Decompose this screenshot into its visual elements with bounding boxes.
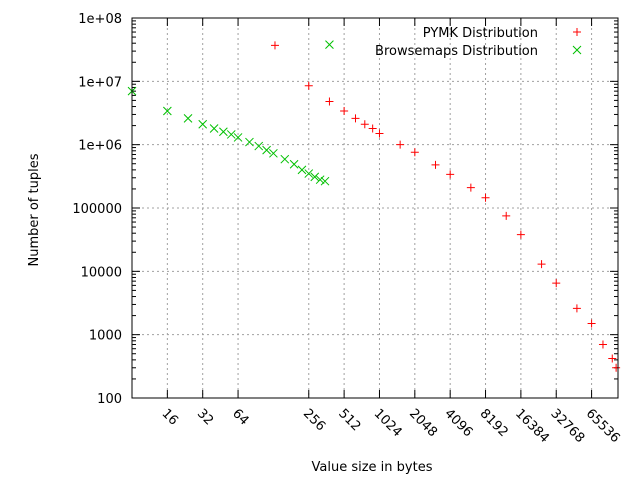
data-point (516, 230, 525, 239)
data-point (572, 304, 581, 313)
x-tick-label: 8192 (477, 406, 511, 440)
data-point (431, 160, 440, 169)
y-tick-label: 10000 (81, 265, 122, 280)
data-point (340, 107, 349, 116)
data-point (254, 141, 264, 151)
data-point (162, 106, 172, 116)
data-point (598, 340, 607, 349)
data-point (310, 172, 320, 182)
legend-marker (573, 28, 581, 36)
data-point (587, 319, 596, 328)
data-point (396, 140, 405, 149)
data-point (304, 169, 314, 178)
data-point (410, 148, 419, 157)
x-tick-label: 16 (159, 406, 181, 428)
y-tick-label: 100 (97, 392, 122, 407)
data-point (481, 193, 490, 202)
data-point (446, 170, 455, 179)
data-point (375, 129, 384, 138)
x-tick-label: 65536 (583, 406, 623, 446)
data-point (325, 97, 334, 106)
x-tick-label: 32 (194, 406, 216, 428)
x-tick-label: 256 (300, 406, 328, 434)
data-point (198, 119, 208, 129)
y-axis-ticks: 100 1000 10000 100000 1e+06 1e+07 1e+08 (72, 12, 618, 407)
data-point (209, 124, 219, 133)
series-layer (127, 40, 621, 372)
data-point (351, 114, 360, 123)
x-tick-label: 4096 (441, 406, 475, 440)
data-point (315, 175, 325, 185)
data-point (233, 133, 243, 142)
data-point (608, 354, 617, 363)
y-tick-label: 1e+07 (78, 75, 122, 90)
series-1 (270, 41, 621, 372)
data-point (466, 183, 475, 192)
x-tick-label: 512 (335, 406, 363, 434)
legend-label: Browsemaps Distribution (375, 44, 538, 59)
data-point (245, 137, 254, 147)
data-point (360, 120, 369, 129)
y-tick-label: 1000 (89, 329, 122, 344)
x-tick-label: 2048 (406, 406, 440, 440)
x-tick-label: 1024 (371, 406, 405, 440)
series-2 (127, 40, 334, 186)
data-point (226, 130, 236, 139)
data-point (325, 40, 334, 49)
data-point (537, 260, 546, 269)
data-point (270, 41, 279, 50)
data-point (368, 124, 377, 133)
x-tick-label: 32768 (547, 406, 587, 446)
legend-marker (572, 45, 582, 55)
data-point (280, 154, 290, 164)
legend: PYMK Distribution Browsemaps Distribution (375, 26, 582, 59)
x-axis-label: Value size in bytes (312, 460, 433, 475)
grid-lines (132, 18, 618, 398)
x-axis-ticks: 16 32 64 256 512 1024 2048 4096 8192 163843276865… (159, 18, 623, 446)
x-tick-label: 16384 (512, 406, 552, 446)
data-point (269, 148, 278, 158)
data-point (183, 114, 193, 123)
data-point (289, 159, 299, 169)
data-point (552, 279, 561, 288)
data-point (320, 176, 330, 186)
x-tick-label: 64 (229, 406, 251, 428)
data-point (304, 81, 313, 90)
data-point (262, 145, 271, 155)
data-point (297, 165, 307, 175)
y-tick-label: 1e+06 (78, 139, 122, 154)
legend-label: PYMK Distribution (423, 26, 538, 41)
data-point (502, 211, 511, 220)
y-axis-label: Number of tuples (27, 153, 42, 266)
y-tick-label: 100000 (72, 202, 122, 217)
y-tick-label: 1e+08 (78, 12, 122, 27)
plot-frame (131, 17, 619, 399)
data-point (219, 127, 228, 137)
data-point (612, 363, 621, 372)
